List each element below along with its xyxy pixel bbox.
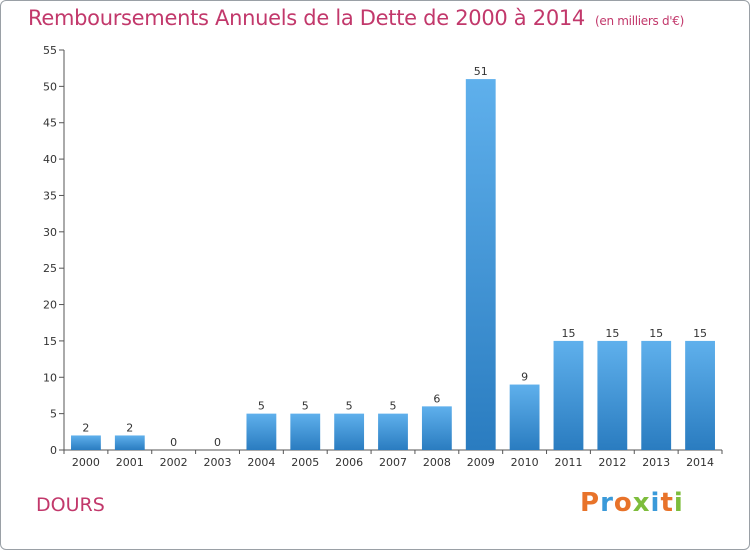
logo-letter: i: [650, 488, 661, 518]
data-label: 5: [390, 400, 397, 413]
y-tick-label: 50: [43, 80, 57, 93]
chart-title: Remboursements Annuels de la Dette de 20…: [28, 6, 684, 30]
logo-letter: i: [673, 488, 684, 518]
labels: 2000 2 2001 2 2002 0 2003 0 2004 5 2005 5 2006 5 2007 5…: [72, 65, 714, 469]
y-tick-label: 10: [43, 371, 57, 384]
data-label: 15: [693, 327, 707, 340]
bar-2013: [641, 340, 672, 450]
data-label: 2: [82, 421, 89, 434]
logo-letter: o: [613, 488, 633, 518]
data-label: 51: [474, 65, 488, 78]
data-label: 2: [126, 421, 133, 434]
bar-2008: [421, 406, 452, 450]
bar-2009: [465, 79, 496, 450]
logo-letter: t: [660, 488, 674, 518]
y-tick-label: 40: [43, 153, 57, 166]
x-tick-label: 2013: [642, 456, 670, 469]
bar-2005: [290, 413, 321, 450]
bar-2014: [685, 340, 715, 450]
bar-2006: [334, 413, 365, 450]
bar-2007: [378, 413, 408, 450]
x-tick-label: 2012: [598, 456, 626, 469]
x-tick-label: 2000: [72, 456, 100, 469]
place-name: DOURS: [36, 494, 105, 516]
title-text: Remboursements Annuels de la Dette de 20…: [28, 6, 585, 30]
x-tick-label: 2008: [423, 456, 451, 469]
y-tick-label: 20: [43, 299, 57, 312]
y-tick-label: 30: [43, 226, 57, 239]
bar-2010: [509, 384, 540, 450]
data-label: 5: [302, 400, 309, 413]
x-tick-label: 2005: [291, 456, 319, 469]
logo-letter: r: [600, 488, 614, 518]
proxiti-logo: Proxiti: [580, 488, 684, 518]
data-label: 15: [605, 327, 619, 340]
x-tick-label: 2004: [247, 456, 275, 469]
y-tick-label: 35: [43, 189, 57, 202]
y-tick-label: 0: [50, 444, 57, 457]
bar-2012: [597, 340, 628, 450]
x-tick-label: 2010: [511, 456, 539, 469]
bars: [71, 79, 715, 450]
x-tick-label: 2003: [204, 456, 232, 469]
x-tick-label: 2007: [379, 456, 407, 469]
x-tick-label: 2002: [160, 456, 188, 469]
data-label: 15: [561, 327, 575, 340]
data-label: 5: [346, 400, 353, 413]
y-tick-label: 45: [43, 117, 57, 130]
chart-subtitle: (en milliers d'€): [595, 14, 685, 28]
y-tick-label: 55: [43, 44, 57, 57]
data-label: 0: [170, 436, 177, 449]
data-label: 5: [258, 400, 265, 413]
x-tick-label: 2011: [554, 456, 582, 469]
logo-letter: P: [580, 488, 601, 518]
y-tick-label: 15: [43, 335, 57, 348]
data-label: 0: [214, 436, 221, 449]
x-tick-label: 2014: [686, 456, 714, 469]
y-tick-label: 25: [43, 262, 57, 275]
data-label: 6: [433, 392, 440, 405]
bar-2011: [553, 340, 584, 450]
x-tick-label: 2006: [335, 456, 363, 469]
data-label: 15: [649, 327, 663, 340]
y-tick-label: 5: [50, 408, 57, 421]
bar-2001: [114, 435, 145, 450]
x-tick-label: 2001: [116, 456, 144, 469]
data-label: 9: [521, 371, 528, 384]
bar-2004: [246, 413, 277, 450]
logo-letter: x: [632, 488, 651, 518]
x-tick-label: 2009: [467, 456, 495, 469]
bar-2000: [71, 435, 101, 450]
